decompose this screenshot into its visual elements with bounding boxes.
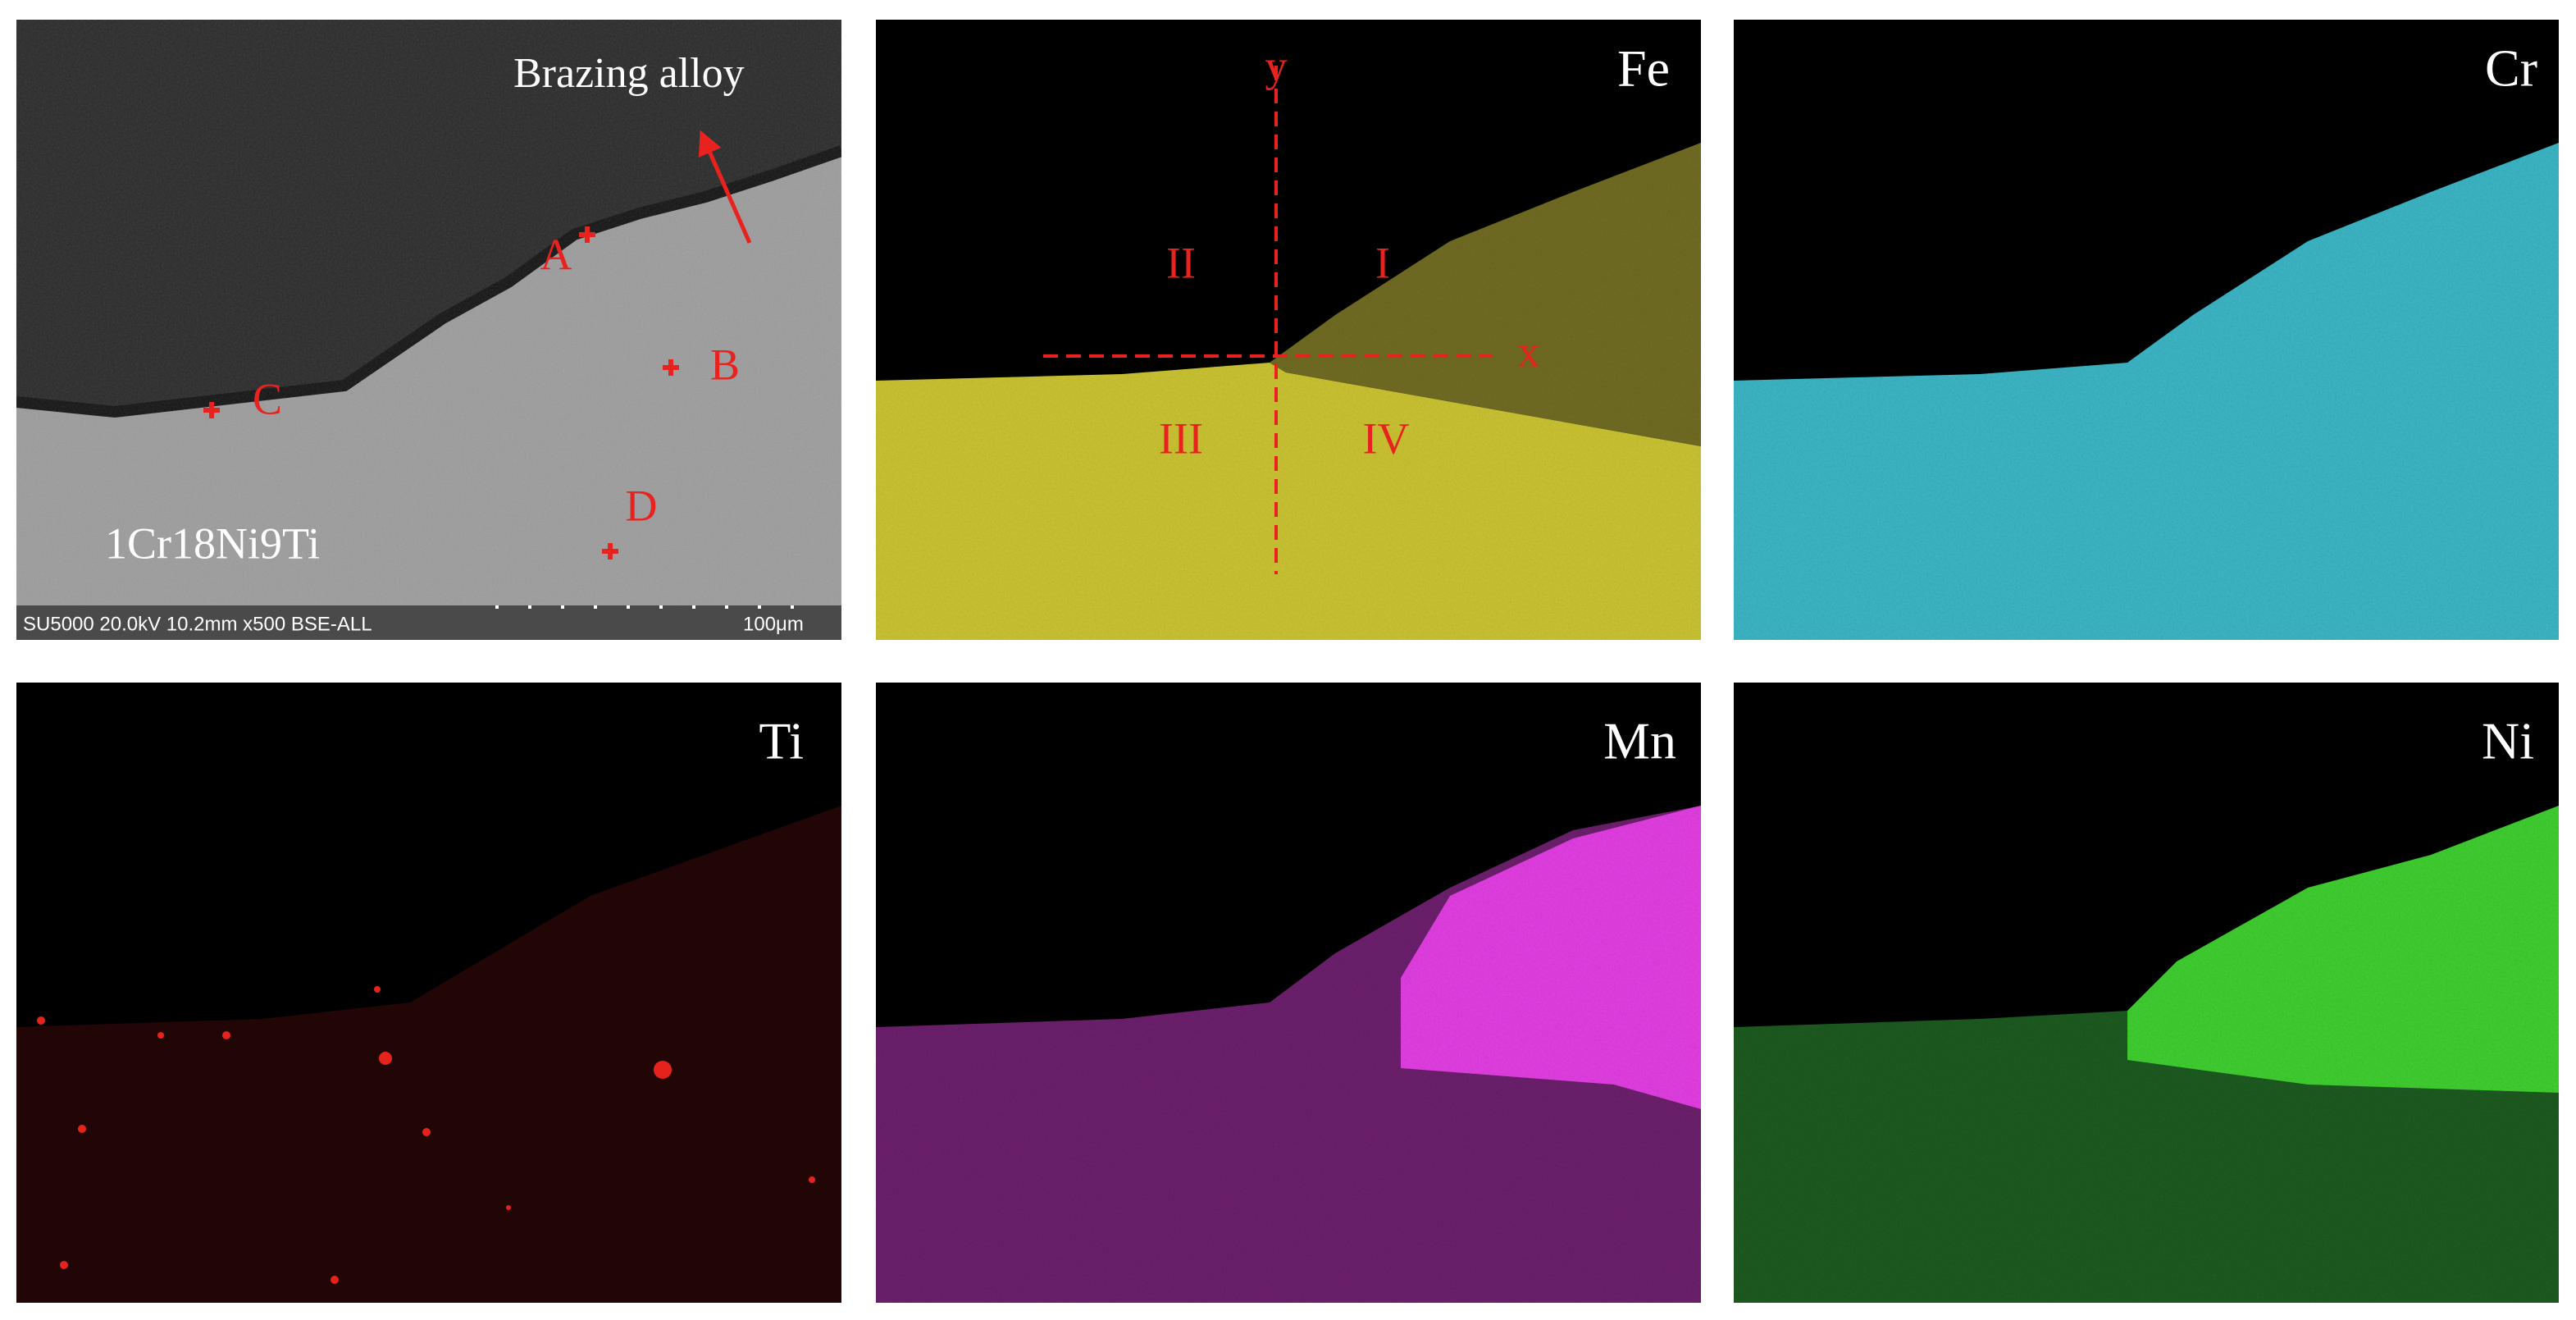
ti-particles <box>37 986 815 1284</box>
region-label: III <box>1159 413 1203 463</box>
fe-panel: y x I II III IV Fe <box>876 20 1701 640</box>
cr-panel: Cr <box>1734 20 2559 640</box>
axis-label: x <box>1518 327 1540 376</box>
element-label: Fe <box>1617 39 1670 98</box>
sem-info: SU5000 20.0kV 10.2mm x500 BSE-ALL <box>23 613 372 635</box>
arrow <box>698 130 752 244</box>
ti-panel: Ti <box>16 683 841 1303</box>
region-label: I <box>1375 238 1390 287</box>
point-markers <box>203 226 679 560</box>
element-label: Cr <box>2485 39 2537 98</box>
annotation: Brazing alloy <box>513 50 745 97</box>
ni-panel: Ni <box>1734 683 2559 1303</box>
point-label: B <box>710 340 740 389</box>
element-label: Ni <box>2482 712 2534 770</box>
point-label: A <box>540 230 572 279</box>
element-label: Ti <box>759 712 804 770</box>
element-label: Mn <box>1603 712 1676 770</box>
material-label: 1Cr18Ni9Ti <box>105 518 320 568</box>
point-label: C <box>253 374 282 423</box>
scale-label: 100μm <box>743 613 804 635</box>
sem-panel: SU5000 20.0kV 10.2mm x500 BSE-ALL 100μm … <box>16 20 841 640</box>
axis-label: y <box>1265 41 1288 90</box>
region-label: II <box>1166 238 1196 287</box>
point-label: D <box>626 481 658 530</box>
mn-panel: Mn <box>876 683 1701 1303</box>
region-label: IV <box>1363 413 1410 463</box>
